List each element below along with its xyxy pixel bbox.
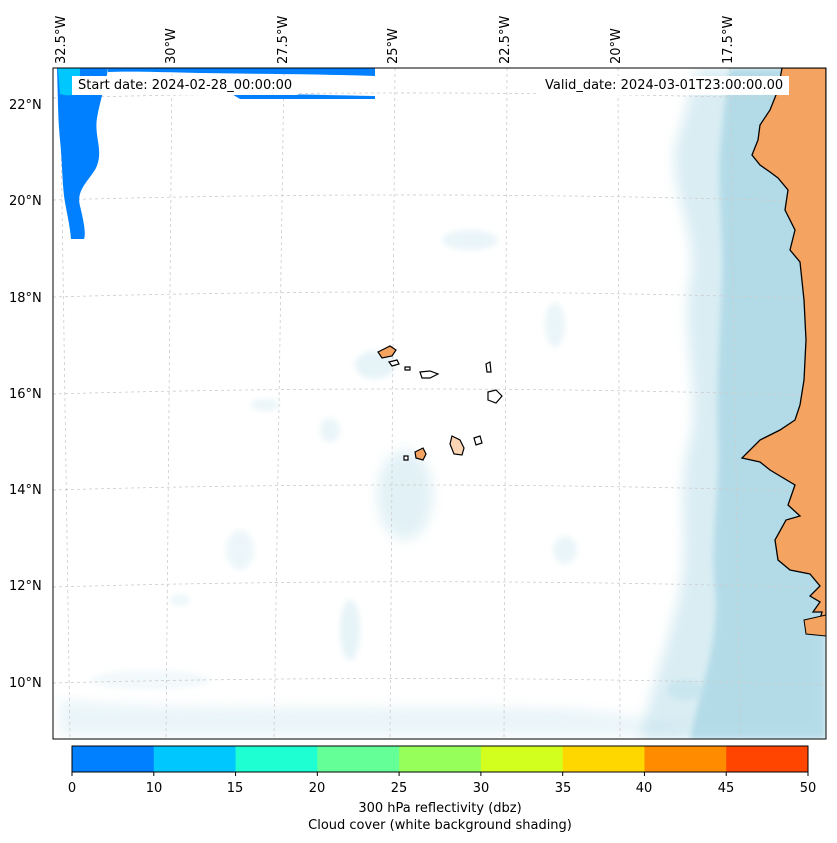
- colorbar: [71, 745, 809, 776]
- colorbar-tick-25: 25: [390, 781, 408, 796]
- colorbar-label: 300 hPa reflectivity (dbz): [358, 801, 522, 816]
- lat-label-10n: 10°N: [9, 676, 42, 691]
- graticule: [53, 68, 826, 739]
- colorbar-segment: [317, 746, 400, 772]
- map-frame: [52, 67, 827, 740]
- colorbar-segment: [562, 746, 645, 772]
- cloud-cover: [60, 68, 826, 739]
- lat-label-20n: 20°N: [9, 194, 42, 209]
- colorbar-tick-40: 40: [635, 781, 653, 796]
- colorbar-frame: [71, 745, 809, 773]
- lat-label-14n: 14°N: [9, 483, 42, 498]
- lat-label-22n: 22°N: [9, 98, 42, 113]
- colorbar-tick-0: 0: [67, 781, 77, 796]
- start-date-label: Start date: 2024-02-28_00:00:00: [72, 76, 299, 95]
- lat-label-16n: 16°N: [9, 387, 42, 402]
- colorbar-segment: [153, 746, 237, 772]
- lat-label-12n: 12°N: [9, 579, 42, 594]
- colorbar-tick-20: 20: [308, 781, 326, 796]
- colorbar-segment: [480, 746, 564, 772]
- colorbar-tick-45: 45: [717, 781, 735, 796]
- colorbar-sublabel: Cloud cover (white background shading): [308, 818, 572, 833]
- lat-label-18n: 18°N: [9, 291, 42, 306]
- colorbar-segment: [644, 746, 727, 772]
- colorbar-segment: [726, 746, 809, 772]
- colorbar-tick-35: 35: [554, 781, 572, 796]
- colorbar-segment: [72, 746, 155, 772]
- colorbar-tick-30: 30: [472, 781, 490, 796]
- colorbar-segment: [399, 746, 482, 772]
- colorbar-segment: [235, 746, 318, 772]
- colorbar-tick-15: 15: [226, 781, 244, 796]
- valid-date-label: Valid_date: 2024-03-01T23:00:00.00: [539, 76, 790, 95]
- africa-land: [740, 68, 826, 629]
- cape-verde-islands: [377, 345, 503, 461]
- colorbar-tick-10: 10: [145, 781, 163, 796]
- colorbar-tick-50: 50: [799, 781, 817, 796]
